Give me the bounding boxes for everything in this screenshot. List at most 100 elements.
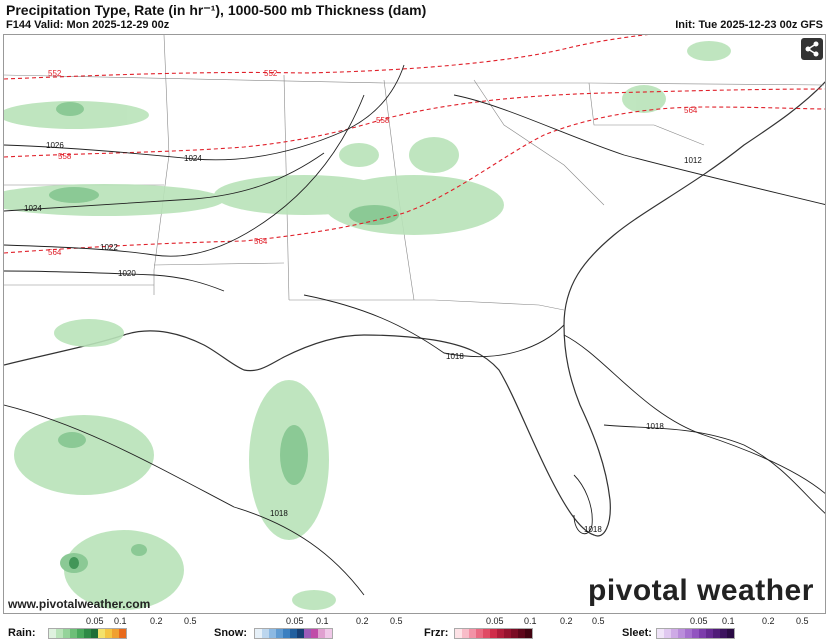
isobar-label-1022: 1022	[100, 243, 118, 252]
init-time: Init: Tue 2025-12-23 00z GFS	[675, 19, 823, 31]
header: Precipitation Type, Rate (in hr⁻¹), 1000…	[0, 0, 829, 34]
legend-swatch	[63, 629, 70, 638]
legend-rain-tick: 0.05	[86, 616, 104, 626]
isobar-label-1012: 1012	[684, 156, 702, 165]
coastline	[4, 81, 825, 537]
legend-swatch	[657, 629, 664, 638]
legend-swatch	[713, 629, 720, 638]
legend-snow-label: Snow:	[214, 627, 247, 639]
legend-snow-tick: 0.2	[356, 616, 369, 626]
legend-swatch	[497, 629, 504, 638]
legend-swatch	[518, 629, 525, 638]
legend-swatch	[255, 629, 262, 638]
legend-swatch	[706, 629, 713, 638]
thickness-label-552a: 552	[48, 69, 62, 78]
thickness-label-group: 552 552 558 558 564 564 564	[48, 69, 698, 257]
legend-swatch	[311, 629, 318, 638]
legend-swatch	[119, 629, 126, 638]
legend-swatch	[476, 629, 483, 638]
thickness-label-564a: 564	[684, 106, 698, 115]
isobar-label-1024a: 1024	[184, 154, 202, 163]
legend-frzr: Frzr: 0.05 0.1 0.2 0.5	[424, 614, 624, 642]
legend-snow: Snow: 0.05 0.1 0.2 0.5	[214, 614, 414, 642]
legend-swatch	[671, 629, 678, 638]
legend: Rain: 0.05 0.1 0.2 0.5 Snow: 0.05 0.1 0.…	[0, 614, 829, 642]
legend-swatch	[262, 629, 269, 638]
legend-sleet-tick: 0.2	[762, 616, 775, 626]
isobar-label-1018b: 1018	[646, 422, 664, 431]
legend-frzr-tick: 0.05	[486, 616, 504, 626]
legend-rain-bar	[48, 628, 127, 639]
legend-swatch	[504, 629, 511, 638]
brand-logo: pivotal weather	[588, 574, 814, 607]
legend-sleet-tick: 0.1	[722, 616, 735, 626]
isobar-label-1018a: 1018	[446, 352, 464, 361]
legend-swatch	[699, 629, 706, 638]
legend-swatch	[269, 629, 276, 638]
map-title: Precipitation Type, Rate (in hr⁻¹), 1000…	[6, 2, 427, 18]
legend-swatch	[664, 629, 671, 638]
rain-areas	[4, 41, 731, 610]
legend-swatch	[455, 629, 462, 638]
legend-swatch	[490, 629, 497, 638]
legend-snow-bar	[254, 628, 333, 639]
legend-swatch	[318, 629, 325, 638]
isobar-label-1018d: 1018	[584, 525, 602, 534]
legend-snow-tick: 0.05	[286, 616, 304, 626]
legend-sleet-tick: 0.5	[796, 616, 809, 626]
site-url[interactable]: www.pivotalweather.com	[8, 597, 151, 611]
legend-swatch	[283, 629, 290, 638]
isobar-lines	[4, 64, 825, 596]
legend-swatch	[727, 629, 734, 638]
legend-swatch	[678, 629, 685, 638]
legend-swatch	[84, 629, 91, 638]
legend-frzr-tick: 0.5	[592, 616, 605, 626]
legend-sleet-label: Sleet:	[622, 627, 652, 639]
legend-rain-label: Rain:	[8, 627, 36, 639]
legend-swatch	[276, 629, 283, 638]
legend-swatch	[525, 629, 532, 638]
legend-swatch	[511, 629, 518, 638]
share-button[interactable]	[801, 38, 823, 60]
legend-sleet: Sleet: 0.05 0.1 0.2 0.5	[622, 614, 827, 642]
legend-rain-tick: 0.5	[184, 616, 197, 626]
legend-rain: Rain: 0.05 0.1 0.2 0.5	[8, 614, 208, 642]
thickness-label-564b: 564	[254, 237, 268, 246]
legend-swatch	[483, 629, 490, 638]
legend-swatch	[91, 629, 98, 638]
thickness-label-558b: 558	[58, 152, 72, 161]
legend-snow-tick: 0.1	[316, 616, 329, 626]
isobar-label-1024b: 1024	[24, 204, 42, 213]
legend-swatch	[105, 629, 112, 638]
legend-rain-tick: 0.1	[114, 616, 127, 626]
legend-snow-tick: 0.5	[390, 616, 403, 626]
thickness-label-558a: 558	[376, 116, 390, 125]
legend-frzr-bar	[454, 628, 533, 639]
thickness-label-552b: 552	[264, 69, 278, 78]
thickness-lines	[4, 35, 825, 254]
legend-swatch	[56, 629, 63, 638]
legend-frzr-tick: 0.2	[560, 616, 573, 626]
legend-swatch	[685, 629, 692, 638]
valid-time: F144 Valid: Mon 2025-12-29 00z	[6, 19, 170, 31]
legend-rain-tick: 0.2	[150, 616, 163, 626]
isobar-label-1026: 1026	[46, 141, 64, 150]
weather-map[interactable]: 552 552 558 558 564 564 564 1026 1024 10…	[3, 34, 826, 614]
legend-swatch	[98, 629, 105, 638]
legend-swatch	[720, 629, 727, 638]
legend-frzr-label: Frzr:	[424, 627, 449, 639]
legend-swatch	[304, 629, 311, 638]
legend-swatch	[462, 629, 469, 638]
legend-swatch	[290, 629, 297, 638]
legend-swatch	[49, 629, 56, 638]
legend-swatch	[325, 629, 332, 638]
legend-swatch	[469, 629, 476, 638]
share-icon	[805, 41, 819, 57]
isobar-label-group: 1026 1024 1024 1022 1020 1012 1018 1018 …	[24, 141, 702, 534]
legend-swatch	[77, 629, 84, 638]
legend-sleet-tick: 0.05	[690, 616, 708, 626]
map-canvas: 552 552 558 558 564 564 564 1026 1024 10…	[4, 35, 825, 610]
legend-swatch	[70, 629, 77, 638]
thickness-label-564c: 564	[48, 248, 62, 257]
legend-swatch	[692, 629, 699, 638]
